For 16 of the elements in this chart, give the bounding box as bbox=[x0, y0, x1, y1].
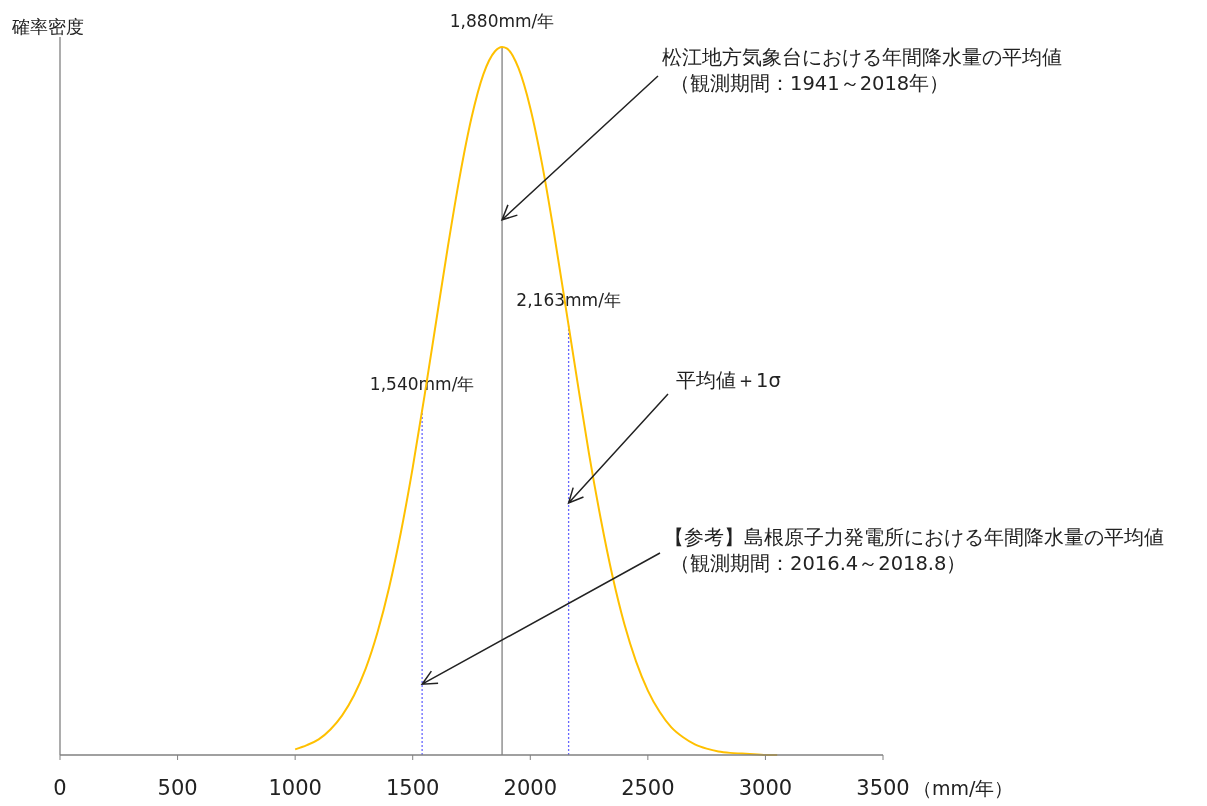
x-tick-label: 2000 bbox=[503, 776, 558, 800]
ref-line-label: 1,880mm/年 bbox=[449, 11, 555, 31]
annotation: 松江地方気象台における年間降水量の平均値 bbox=[662, 46, 1062, 69]
x-tick-label: 0 bbox=[53, 776, 67, 800]
x-tick-label: 3000 bbox=[738, 776, 793, 800]
x-tick-label: 1500 bbox=[385, 776, 440, 800]
x-tick-label: 1000 bbox=[268, 776, 322, 800]
x-tick-label: 2500 bbox=[621, 776, 675, 800]
x-axis-title: （mm/年） bbox=[913, 777, 1014, 799]
annotation: 【参考】島根原子力発電所における年間降水量の平均値 bbox=[664, 526, 1164, 549]
x-tick-label: 3500 bbox=[856, 776, 910, 800]
annotation: （観測期間：2016.4～2018.8） bbox=[670, 552, 967, 575]
y-axis-title: 確率密度 bbox=[11, 16, 84, 37]
annotation: （観測期間：1941～2018年） bbox=[670, 72, 950, 95]
annotation: 平均値＋1σ bbox=[676, 369, 781, 392]
x-tick-label: 500 bbox=[157, 776, 198, 800]
